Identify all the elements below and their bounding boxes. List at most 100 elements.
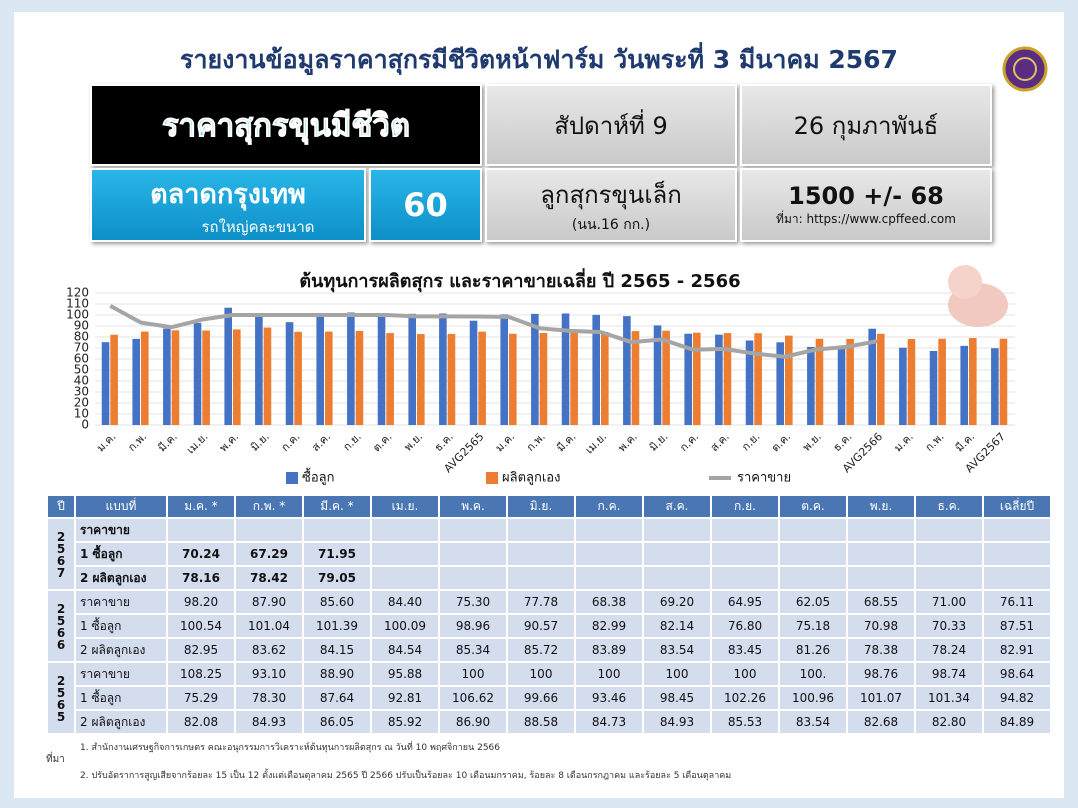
bar [417, 334, 425, 425]
bar [877, 333, 885, 425]
table-row: 1 ซื้อลูก 70.24 67.29 71.95 [48, 543, 1050, 565]
table-cell: 87.64 [304, 687, 370, 709]
x-tick-label: มิ.ย. [248, 430, 272, 454]
table-cell: 81.26 [780, 639, 846, 661]
y-tick-label: 80 [74, 330, 89, 344]
table-cell [984, 543, 1050, 565]
x-tick-label: ก.ค. [279, 430, 303, 454]
bar [163, 328, 171, 425]
main-box: ราคาสุกรขุนมีชีวิต [90, 84, 482, 166]
bar [991, 348, 999, 425]
table-cell: 88.90 [304, 663, 370, 685]
y-tick-label: 30 [74, 385, 89, 399]
bar [723, 333, 732, 425]
table-cell: 101.34 [916, 687, 982, 709]
note-line: 1. สำนักงานเศรษฐกิจการเกษตร คณะอนุกรรมกา… [80, 743, 501, 753]
table-cell: 68.38 [576, 591, 642, 613]
table-cell [984, 567, 1050, 589]
table-cell: 82.91 [984, 639, 1050, 661]
table-row: 1 ซื้อลูก 100.54 101.04 101.39 100.09 98.96 90… [48, 615, 1050, 637]
table-cell: 99.66 [508, 687, 574, 709]
header-row: ปี แบบที่ ม.ค. * ก.พ. * มี.ค. * เม.ย. พ.ค. มิ.ย… [48, 496, 1050, 517]
x-tick-label: ส.ค. [708, 430, 732, 454]
bar [653, 325, 662, 425]
column-header: ส.ค. [644, 496, 710, 517]
table-cell [916, 543, 982, 565]
x-tick-label: มี.ค. [554, 430, 578, 454]
table-cell: 90.57 [508, 615, 574, 637]
bar [969, 338, 977, 425]
table-cell: 82.99 [576, 615, 642, 637]
y-tick-label: 50 [74, 363, 89, 377]
table-cell: 100.96 [780, 687, 846, 709]
table-cell: 100. [780, 663, 846, 685]
table-cell: 76.11 [984, 591, 1050, 613]
bar [662, 330, 670, 425]
table-cell: 84.15 [304, 639, 370, 661]
x-tick-label: ธ.ค. [830, 430, 854, 454]
table-cell: 106.62 [440, 687, 506, 709]
x-tick-label: ก.พ. [923, 430, 947, 454]
x-tick-label: พ.ค. [217, 430, 241, 454]
table-row: 1 ซื้อลูก 75.29 78.30 87.64 92.81 106.62 99.66… [48, 687, 1050, 709]
row-label: 1 ซื้อลูก [76, 687, 166, 709]
x-tick-label: ก.พ. [125, 430, 149, 454]
y-tick-label: 100 [66, 308, 89, 322]
table-cell: 83.54 [644, 639, 710, 661]
y-tick-label: 70 [74, 341, 89, 355]
bar [776, 342, 784, 425]
data-table: ปี แบบที่ ม.ค. * ก.พ. * มี.ค. * เม.ย. พ.ค. มิ.ย… [46, 494, 1052, 735]
table-cell: 87.51 [984, 615, 1050, 637]
column-header: ม.ค. * [168, 496, 234, 517]
column-header: เฉลี่ยปี [984, 496, 1050, 517]
table-row: 2566 ราคาขาย 98.20 87.90 85.60 84.40 75.30 77.7… [48, 591, 1050, 661]
table-cell [916, 519, 982, 541]
chart-title: ต้นทุนการผลิตสุกร และราคาขายเฉลี่ย ปี 25… [299, 268, 740, 293]
table-cell [372, 543, 438, 565]
bar [745, 340, 754, 425]
column-header: ก.ค. [576, 496, 642, 517]
table-row: 2 ผลิตลูกเอง 78.16 78.42 79.05 [48, 567, 1050, 589]
table-cell [780, 519, 846, 541]
piglet: ลูกสุกรขุนเล็ก [540, 180, 682, 209]
bar [285, 322, 294, 425]
piglet-box: ลูกสุกรขุนเล็ก (นน.16 กก.) [485, 168, 737, 242]
table-cell: 100 [440, 663, 506, 685]
bar [938, 338, 946, 425]
table-cell: 108.25 [168, 663, 234, 685]
bar [531, 313, 539, 425]
row-label: 1 ซื้อลูก [76, 615, 166, 637]
table-cell: 64.95 [712, 591, 778, 613]
bar [325, 331, 333, 425]
table-cell [304, 519, 370, 541]
table-cell: 95.88 [372, 663, 438, 685]
column-header: ก.ย. [712, 496, 778, 517]
bar [233, 329, 241, 425]
bar [255, 315, 263, 425]
table-cell: 71.95 [304, 543, 370, 565]
table-cell: 98.96 [440, 615, 506, 637]
table-cell: 75.30 [440, 591, 506, 613]
pig-decor [948, 265, 1008, 327]
pig-head [948, 265, 982, 299]
table-cell [440, 519, 506, 541]
row-label: 1 ซื้อลูก [76, 543, 166, 565]
table-cell: 98.64 [984, 663, 1050, 685]
table-cell: 98.20 [168, 591, 234, 613]
y-tick-label: 120 [66, 286, 89, 300]
bar [377, 313, 386, 425]
table-cell: 85.34 [440, 639, 506, 661]
table-row: 2565 ราคาขาย 108.25 93.10 88.90 95.88 100 100 10… [48, 663, 1050, 733]
bar [408, 313, 416, 425]
column-header: ปี [48, 496, 74, 517]
table-cell [848, 519, 914, 541]
bar [386, 333, 394, 425]
week: สัปดาห์ที่ 9 [554, 111, 668, 140]
x-tick-label: มิ.ย. [647, 430, 671, 454]
table-cell: 101.39 [304, 615, 370, 637]
column-header: มี.ค. * [304, 496, 370, 517]
market-price: 60 [403, 186, 448, 224]
table-cell: 78.30 [236, 687, 302, 709]
bar [899, 347, 907, 425]
